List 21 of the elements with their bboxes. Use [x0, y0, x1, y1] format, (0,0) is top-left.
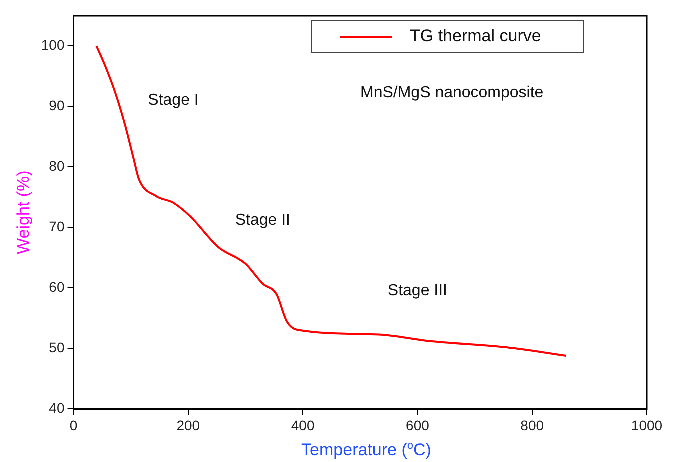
annotation: Stage I — [148, 92, 199, 109]
line-series — [96, 45, 568, 357]
y-tick-label: 60 — [49, 279, 65, 296]
y-tick-label: 50 — [49, 340, 65, 356]
x-tick-label: 0 — [70, 417, 78, 434]
y-tick-label: 90 — [49, 98, 65, 114]
annotation: Stage III — [388, 282, 448, 300]
x-tick-label: 800 — [520, 417, 544, 434]
y-tick-label: 40 — [49, 400, 65, 416]
y-tick-label: 100 — [41, 37, 65, 54]
y-tick-label: 80 — [49, 158, 65, 174]
annotation: MnS/MgS nanocomposite — [360, 84, 544, 102]
annotation: Stage II — [235, 212, 291, 229]
y-axis-title: Weight (%) — [14, 170, 33, 254]
x-tick-label: 400 — [291, 417, 315, 434]
x-tick-label: 1000 — [631, 417, 663, 434]
x-tick-label: 600 — [406, 417, 430, 434]
x-axis-title: Temperature ($^{o}$C) — [300, 440, 432, 461]
legend-label: TG thermal curve — [410, 26, 542, 46]
x-tick-label: 200 — [176, 417, 200, 434]
y-tick-label: 70 — [49, 218, 65, 235]
